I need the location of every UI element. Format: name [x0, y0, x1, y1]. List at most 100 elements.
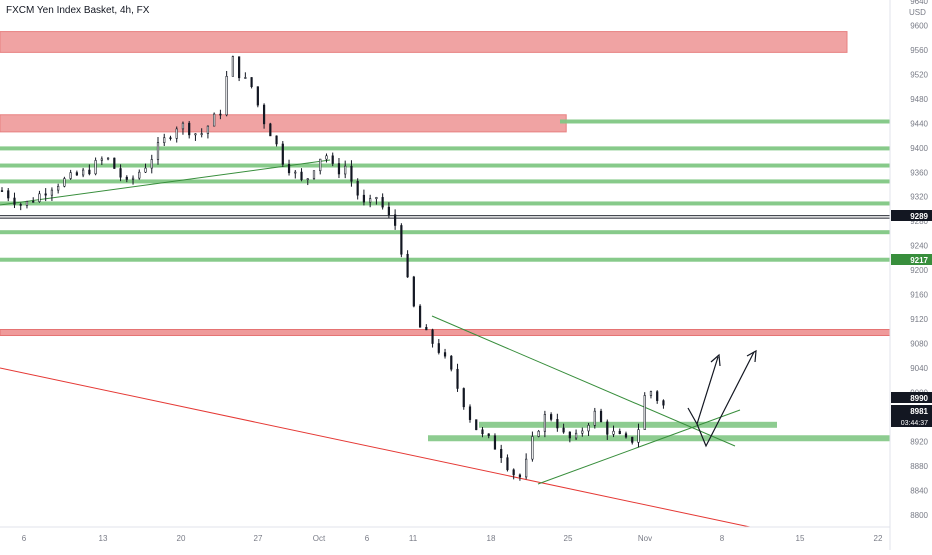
- candle-body: [412, 276, 415, 307]
- projection-arrow-2: [696, 351, 755, 448]
- downtrend-line: [431, 315, 736, 447]
- candle-body: [194, 133, 197, 136]
- candle-body: [369, 198, 372, 203]
- candle-body: [400, 225, 403, 255]
- candle-body: [599, 410, 603, 423]
- support-level: [0, 215, 890, 217]
- x-tick-label: Oct: [313, 534, 326, 543]
- projection-arrowhead-1: [710, 353, 721, 367]
- x-tick-label: 22: [874, 534, 883, 543]
- candle-body: [593, 410, 596, 426]
- candle-body: [662, 400, 665, 406]
- candle-body: [543, 414, 546, 432]
- candle-body: [300, 171, 303, 180]
- resistance-zone: [0, 31, 848, 53]
- y-tick-label: 8800: [910, 511, 928, 520]
- candle-body: [50, 189, 54, 196]
- candle-body: [312, 170, 316, 179]
- candles-layer: [0, 55, 665, 481]
- candle-body: [294, 171, 297, 174]
- support-zone: [428, 435, 890, 442]
- support-zone: [479, 421, 777, 428]
- price-tag-bg: [891, 392, 932, 403]
- price-tag-sublabel: 03:44:37: [901, 420, 928, 427]
- x-tick-label: 15: [796, 534, 805, 543]
- candle-body: [169, 137, 172, 140]
- y-tick-label: 9320: [910, 193, 928, 202]
- x-tick-label: 27: [254, 534, 263, 543]
- resistance-level: [0, 329, 891, 337]
- y-tick-label: 9160: [910, 291, 928, 300]
- candle-body: [637, 429, 640, 443]
- candle-body: [606, 421, 609, 435]
- y-tick-label: 8880: [910, 462, 928, 471]
- price-tag-bg: [891, 405, 932, 427]
- y-tick-label: 9120: [910, 315, 928, 324]
- support-level: [560, 119, 890, 124]
- currency-label: USD: [909, 8, 926, 17]
- y-tick-label: 9240: [910, 242, 928, 251]
- overlays-layer: [687, 349, 757, 448]
- candle-body: [150, 159, 153, 169]
- candle-body: [643, 395, 646, 430]
- price-axis-bg: [890, 0, 932, 550]
- price-tag-label: 9217: [910, 256, 928, 265]
- candle-body: [69, 172, 72, 179]
- candle-body: [163, 137, 166, 143]
- candle-body: [144, 167, 147, 173]
- y-tick-label: 8920: [910, 437, 928, 446]
- candle-body: [100, 158, 103, 161]
- resistance-zone: [0, 114, 567, 133]
- long-trendline: [0, 367, 751, 528]
- x-tick-label: 18: [487, 534, 496, 543]
- projection-arrow-1: [687, 356, 719, 426]
- candle-body: [574, 432, 578, 439]
- candle-body: [287, 164, 291, 174]
- candle-body: [468, 406, 472, 420]
- y-tick-label: 9040: [910, 364, 928, 373]
- candle-body: [119, 168, 122, 178]
- candle-body: [649, 391, 653, 396]
- candle-body: [337, 163, 341, 175]
- candle-body: [581, 430, 584, 434]
- candle-body: [475, 419, 478, 431]
- y-tick-label: 9360: [910, 168, 928, 177]
- candle-body: [0, 190, 4, 192]
- candle-body: [238, 56, 241, 79]
- candle-body: [256, 86, 259, 106]
- candle-body: [443, 352, 447, 357]
- candle-body: [19, 204, 22, 206]
- candle-body: [387, 206, 390, 216]
- candle-body: [381, 197, 384, 208]
- candle-body: [550, 414, 553, 420]
- candle-body: [219, 113, 222, 116]
- candle-body: [406, 253, 409, 278]
- candle-body: [512, 469, 515, 476]
- candle-body: [7, 190, 10, 199]
- candle-body: [225, 76, 228, 116]
- candle-body: [518, 474, 522, 478]
- candle-body: [631, 436, 634, 443]
- x-tick-label: 8: [720, 534, 725, 543]
- candle-body: [556, 419, 559, 429]
- candle-body: [262, 104, 266, 125]
- candle-body: [568, 431, 571, 439]
- candle-body: [44, 193, 47, 196]
- candle-body: [125, 176, 128, 180]
- candle-body: [250, 77, 253, 87]
- candle-body: [456, 368, 459, 389]
- candle-body: [188, 122, 191, 136]
- uptrend-line: [0, 159, 331, 206]
- y-tick-label: 9080: [910, 340, 928, 349]
- candle-body: [156, 142, 160, 160]
- candle-body: [350, 165, 353, 182]
- price-tag-label: 8990: [910, 394, 928, 403]
- candle-body: [462, 388, 465, 408]
- price-tag-bg: [891, 210, 932, 221]
- candle-body: [206, 125, 210, 134]
- price-tag-label: 8981: [910, 407, 928, 416]
- candle-body: [493, 435, 497, 450]
- y-tick-label: 9400: [910, 144, 928, 153]
